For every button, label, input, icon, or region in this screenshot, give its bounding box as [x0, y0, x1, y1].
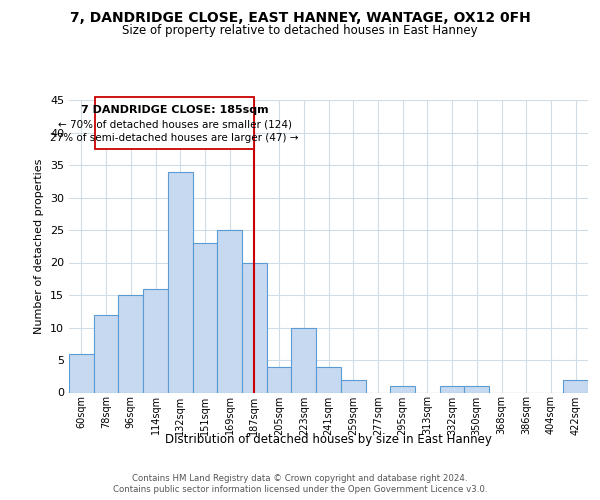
Bar — [69, 354, 94, 393]
Bar — [267, 366, 292, 392]
Bar — [193, 243, 217, 392]
Text: 7 DANDRIDGE CLOSE: 185sqm: 7 DANDRIDGE CLOSE: 185sqm — [81, 105, 268, 115]
Bar — [440, 386, 464, 392]
Text: 27% of semi-detached houses are larger (47) →: 27% of semi-detached houses are larger (… — [50, 133, 299, 143]
Text: Contains public sector information licensed under the Open Government Licence v3: Contains public sector information licen… — [113, 485, 487, 494]
Bar — [563, 380, 588, 392]
Text: Contains HM Land Registry data © Crown copyright and database right 2024.: Contains HM Land Registry data © Crown c… — [132, 474, 468, 483]
Text: Size of property relative to detached houses in East Hanney: Size of property relative to detached ho… — [122, 24, 478, 37]
Bar — [316, 366, 341, 392]
Bar — [464, 386, 489, 392]
Bar — [143, 288, 168, 393]
Bar — [94, 314, 118, 392]
Bar — [217, 230, 242, 392]
FancyBboxPatch shape — [95, 97, 254, 149]
Bar — [168, 172, 193, 392]
Bar — [118, 295, 143, 392]
Text: 7, DANDRIDGE CLOSE, EAST HANNEY, WANTAGE, OX12 0FH: 7, DANDRIDGE CLOSE, EAST HANNEY, WANTAGE… — [70, 11, 530, 25]
Text: ← 70% of detached houses are smaller (124): ← 70% of detached houses are smaller (12… — [58, 120, 292, 130]
Bar — [242, 262, 267, 392]
Text: Distribution of detached houses by size in East Hanney: Distribution of detached houses by size … — [166, 432, 492, 446]
Bar — [341, 380, 365, 392]
Bar — [390, 386, 415, 392]
Y-axis label: Number of detached properties: Number of detached properties — [34, 158, 44, 334]
Bar — [292, 328, 316, 392]
